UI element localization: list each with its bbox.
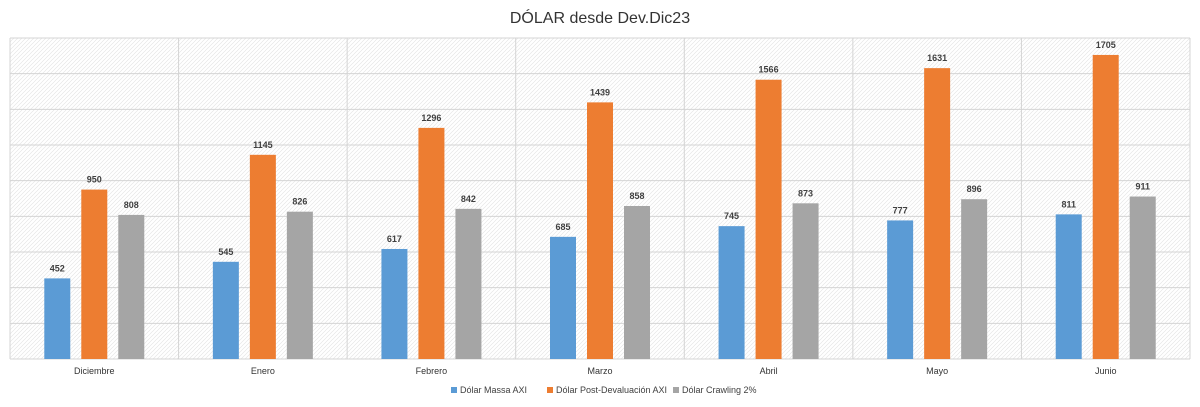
data-label: 777 bbox=[893, 205, 908, 215]
category-labels: Diciembre Enero Febrero Marzo Abril Mayo Junio bbox=[74, 366, 1116, 376]
chart-title: DÓLAR desde Dev.Dic23 bbox=[510, 8, 690, 27]
legend-label: Dólar Post-Devaluación AXI bbox=[556, 385, 667, 395]
bar[interactable] bbox=[718, 226, 745, 359]
bar[interactable] bbox=[118, 214, 145, 359]
bar[interactable] bbox=[792, 203, 819, 359]
legend-label: Dólar Crawling 2% bbox=[682, 385, 757, 395]
legend-item[interactable]: Dólar Crawling 2% bbox=[673, 385, 757, 395]
data-label: 685 bbox=[555, 222, 570, 232]
legend-swatch bbox=[451, 387, 457, 393]
legend-label: Dólar Massa AXI bbox=[460, 385, 527, 395]
x-tick-label: Enero bbox=[251, 366, 275, 376]
data-label: 545 bbox=[218, 247, 233, 257]
bar[interactable] bbox=[1129, 196, 1156, 359]
x-tick-label: Mayo bbox=[926, 366, 948, 376]
legend-item[interactable]: Dólar Massa AXI bbox=[451, 385, 527, 395]
legend-swatch bbox=[673, 387, 679, 393]
data-label: 1705 bbox=[1096, 40, 1116, 50]
data-label: 811 bbox=[1061, 199, 1076, 209]
data-label: 1439 bbox=[590, 87, 610, 97]
bar[interactable] bbox=[1092, 54, 1119, 360]
x-tick-label: Diciembre bbox=[74, 366, 115, 376]
bars bbox=[44, 54, 1156, 360]
data-label: 745 bbox=[724, 211, 739, 221]
legend-item[interactable]: Dólar Post-Devaluación AXI bbox=[547, 385, 667, 395]
data-label: 911 bbox=[1135, 182, 1150, 192]
x-tick-label: Marzo bbox=[587, 366, 612, 376]
bar[interactable] bbox=[1055, 214, 1082, 359]
data-label: 896 bbox=[967, 184, 982, 194]
bar[interactable] bbox=[455, 208, 482, 359]
bar[interactable] bbox=[418, 127, 445, 359]
data-label: 617 bbox=[387, 234, 402, 244]
data-label: 826 bbox=[292, 197, 307, 207]
x-tick-label: Febrero bbox=[416, 366, 448, 376]
x-tick-label: Abril bbox=[760, 366, 778, 376]
bar[interactable] bbox=[81, 189, 108, 359]
value-labels: 452 950 808 545 1145 826 617 1296 842 685 1439 858 7… bbox=[50, 40, 1150, 273]
bar[interactable] bbox=[924, 68, 951, 359]
data-label: 808 bbox=[124, 200, 139, 210]
x-tick-label: Junio bbox=[1095, 366, 1117, 376]
data-label: 1145 bbox=[253, 140, 273, 150]
bar[interactable] bbox=[212, 261, 239, 359]
legend[interactable]: Dólar Massa AXI Dólar Post-Devaluación AX… bbox=[451, 385, 757, 395]
bar[interactable] bbox=[550, 236, 576, 359]
bar[interactable] bbox=[887, 220, 914, 359]
bar[interactable] bbox=[381, 248, 408, 359]
data-label: 873 bbox=[798, 188, 813, 198]
bar[interactable] bbox=[961, 199, 988, 359]
data-label: 858 bbox=[629, 191, 644, 201]
bar[interactable] bbox=[755, 79, 782, 359]
data-label: 1296 bbox=[421, 113, 441, 123]
bar[interactable] bbox=[587, 102, 613, 360]
data-label: 452 bbox=[50, 263, 65, 273]
data-label: 950 bbox=[87, 175, 102, 185]
data-label: 1631 bbox=[927, 53, 947, 63]
data-label: 1566 bbox=[759, 65, 779, 75]
legend-swatch bbox=[547, 387, 553, 393]
bar[interactable] bbox=[286, 211, 313, 359]
bar[interactable] bbox=[44, 278, 71, 359]
bar[interactable] bbox=[249, 154, 276, 359]
bar[interactable] bbox=[624, 205, 650, 359]
data-label: 842 bbox=[461, 194, 476, 204]
